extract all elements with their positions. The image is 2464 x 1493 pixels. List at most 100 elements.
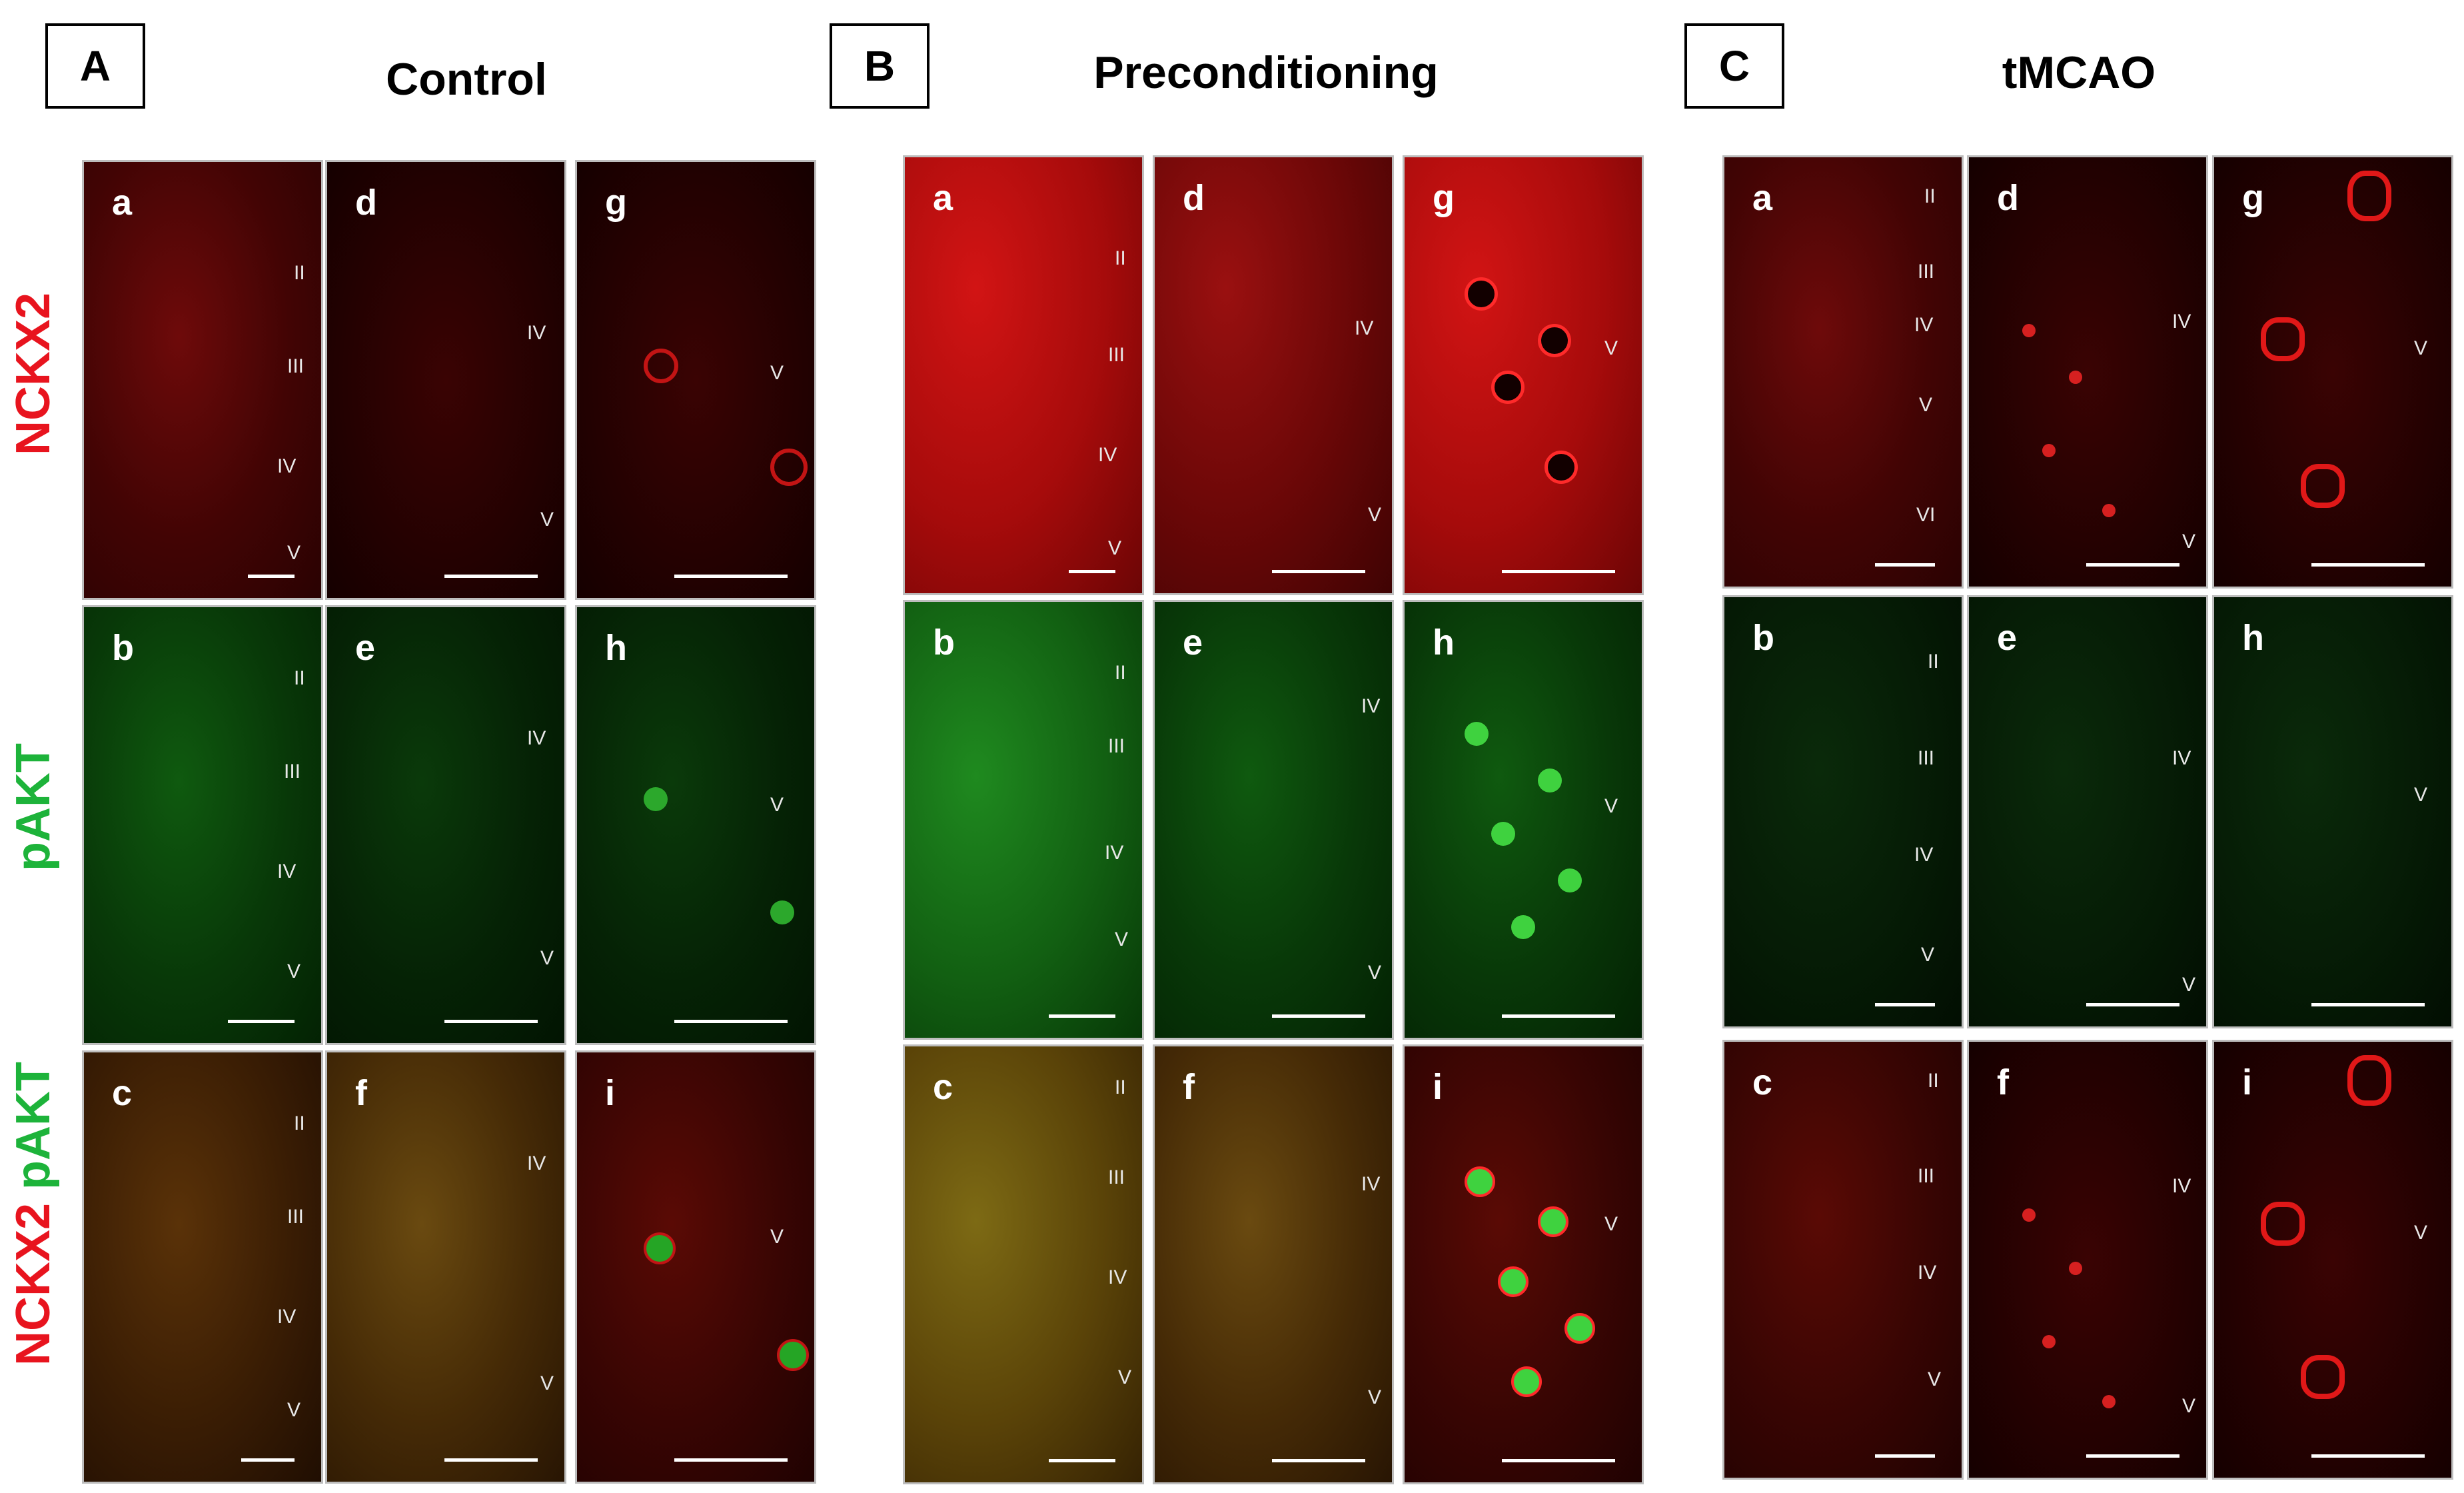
layer-label: IV bbox=[1355, 317, 1374, 339]
panel-letter: c bbox=[1752, 1062, 1773, 1102]
layer-label: V bbox=[1928, 1368, 1942, 1390]
neuron-cell bbox=[2102, 504, 2116, 517]
panel-c-e: e IV V bbox=[1967, 595, 2208, 1028]
panel-letter: g bbox=[2242, 178, 2264, 218]
scale-bar bbox=[228, 1020, 295, 1023]
neuron-cell bbox=[2301, 1355, 2345, 1399]
layer-label: II bbox=[1924, 185, 1936, 207]
layer-label: IV bbox=[527, 727, 546, 749]
neuron-cell bbox=[2301, 464, 2345, 508]
layer-label: IV bbox=[277, 455, 297, 477]
neuron-cell bbox=[644, 787, 668, 811]
scale-bar bbox=[1875, 1003, 1935, 1006]
neuron-cell bbox=[2261, 317, 2305, 361]
layer-label: III bbox=[1918, 1165, 1935, 1187]
neuron-cell bbox=[770, 900, 794, 924]
group-title-preconditioning: Preconditioning bbox=[1093, 47, 1439, 98]
panel-letter: f bbox=[355, 1073, 367, 1113]
panel-a-f: f IV V bbox=[325, 1050, 566, 1484]
panel-letter: b bbox=[933, 623, 955, 663]
layer-label: V bbox=[2414, 1222, 2428, 1244]
neuron-cell bbox=[2347, 171, 2391, 221]
layer-label: V bbox=[540, 509, 554, 531]
layer-label: II bbox=[1115, 662, 1126, 684]
layer-label: V bbox=[770, 794, 784, 816]
layer-label: IV bbox=[1918, 1262, 1937, 1284]
panel-letter: i bbox=[1433, 1067, 1443, 1107]
layer-label: IV bbox=[1914, 844, 1934, 866]
panel-letter: e bbox=[355, 628, 376, 668]
panel-c-f: f IV V bbox=[1967, 1040, 2208, 1480]
group-label-b: B bbox=[864, 42, 896, 90]
panel-b-h: h V bbox=[1403, 600, 1644, 1040]
layer-label: V bbox=[2414, 784, 2428, 806]
layer-label: IV bbox=[1108, 1266, 1127, 1288]
scale-bar bbox=[674, 575, 788, 578]
layer-label: V bbox=[1604, 795, 1618, 817]
panel-b-b: b II III IV V bbox=[903, 600, 1144, 1040]
group-label-c: C bbox=[1718, 42, 1750, 90]
row-label-merge-red: NCKX2 bbox=[7, 1202, 60, 1366]
panel-c-a: a II III IV V VI bbox=[1722, 155, 1964, 589]
neuron-cell bbox=[2042, 1335, 2056, 1348]
panel-letter: a bbox=[112, 183, 133, 223]
neuron-cell bbox=[1511, 915, 1535, 939]
panel-letter: g bbox=[1433, 178, 1455, 218]
layer-label: V bbox=[1108, 537, 1122, 559]
neuron-cell bbox=[1538, 768, 1562, 792]
neuron-cell bbox=[1558, 868, 1582, 892]
panel-letter: e bbox=[1997, 618, 2018, 658]
layer-label: V bbox=[770, 1226, 784, 1248]
neuron-cell bbox=[1498, 1266, 1529, 1297]
panel-c-c: c II III IV V bbox=[1722, 1040, 1964, 1480]
panel-b-e: e IV V bbox=[1153, 600, 1394, 1040]
layer-label: IV bbox=[1361, 1173, 1381, 1195]
panel-letter: d bbox=[1183, 178, 1205, 218]
panel-letter: i bbox=[605, 1073, 616, 1113]
panel-letter: d bbox=[355, 183, 377, 223]
group-label-box-a: A bbox=[45, 23, 145, 109]
panel-b-g: g V bbox=[1403, 155, 1644, 595]
panel-b-f: f IV V bbox=[1153, 1044, 1394, 1484]
layer-label: II bbox=[1928, 1070, 1939, 1092]
neuron-cell bbox=[777, 1339, 809, 1371]
panel-a-g: g V bbox=[575, 160, 816, 600]
panel-c-d: d IV V bbox=[1967, 155, 2208, 589]
neuron-cell bbox=[2069, 371, 2082, 384]
neuron-cell bbox=[1544, 451, 1578, 484]
panel-b-d: d IV V bbox=[1153, 155, 1394, 595]
scale-bar bbox=[1049, 1459, 1115, 1462]
panel-b-c: c II III IV V bbox=[903, 1044, 1144, 1484]
panel-a-b: b II III IV V bbox=[82, 605, 323, 1045]
neuron-cell bbox=[1564, 1313, 1595, 1344]
panel-c-i: i V bbox=[2212, 1040, 2453, 1480]
layer-label: V bbox=[287, 960, 301, 982]
layer-label: V bbox=[1604, 1213, 1618, 1235]
neuron-cell bbox=[1491, 371, 1525, 404]
panel-a-i: i V bbox=[575, 1050, 816, 1484]
panel-letter: g bbox=[605, 183, 627, 223]
neuron-cell bbox=[2261, 1202, 2305, 1246]
layer-label: IV bbox=[2172, 747, 2191, 769]
panel-letter: h bbox=[2242, 618, 2264, 658]
panel-c-h: h V bbox=[2212, 595, 2453, 1028]
scale-bar bbox=[1069, 570, 1115, 573]
neuron-cell bbox=[2042, 444, 2056, 457]
layer-label: V bbox=[1604, 337, 1618, 359]
panel-letter: b bbox=[112, 628, 134, 668]
scale-bar bbox=[2086, 1454, 2179, 1458]
layer-label: V bbox=[1368, 504, 1382, 526]
layer-label: IV bbox=[277, 860, 297, 882]
panel-b-i: i V bbox=[1403, 1044, 1644, 1484]
layer-label: II bbox=[294, 1112, 305, 1134]
layer-label: V bbox=[1115, 928, 1129, 950]
layer-label: II bbox=[1928, 651, 1939, 673]
layer-label: IV bbox=[1105, 842, 1124, 864]
layer-label: V bbox=[540, 947, 554, 969]
row-label-merge-green: pAKT bbox=[7, 1061, 60, 1190]
neuron-cell bbox=[1538, 1206, 1568, 1237]
neuron-cell bbox=[2022, 1208, 2036, 1222]
layer-label: IV bbox=[1098, 444, 1117, 466]
scale-bar bbox=[2086, 1003, 2179, 1006]
neuron-cell bbox=[770, 449, 808, 486]
